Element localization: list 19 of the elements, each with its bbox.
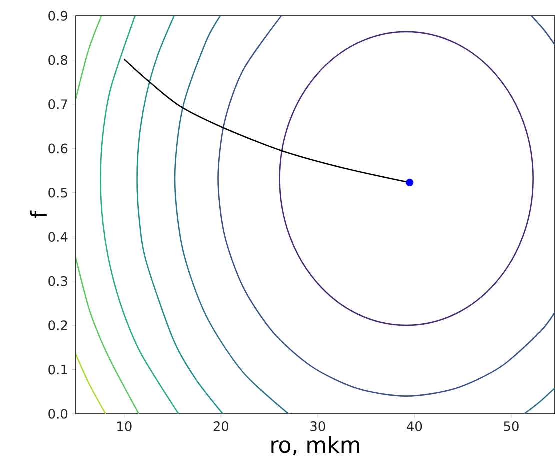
y-tick-label: 0.9: [48, 11, 68, 21]
x-tick-label: 10: [118, 422, 132, 432]
y-tick-label: 0.0: [48, 409, 68, 419]
y-tick-label: 0.1: [48, 364, 68, 375]
x-tick-label: 30: [310, 422, 326, 432]
x-tick-label: 50: [504, 422, 519, 432]
x-tick-label: 20: [214, 422, 229, 432]
y-tick-label: 0.7: [48, 100, 68, 110]
y-tick-label: 0.2: [48, 320, 68, 330]
line-series: [100, 16, 180, 414]
y-tick-label: 0.4: [48, 232, 68, 242]
line-series: [136, 16, 224, 414]
y-axis-title: f: [30, 210, 47, 218]
y-tick-label: 0.5: [48, 188, 68, 198]
y-tick-label: 0.3: [48, 276, 68, 286]
y-tick-label: 0.6: [48, 144, 68, 154]
x-tick-label: 40: [407, 422, 422, 432]
x-axis-title: ro, mkm: [272, 436, 360, 456]
y-tick-label: 0.8: [48, 55, 68, 66]
